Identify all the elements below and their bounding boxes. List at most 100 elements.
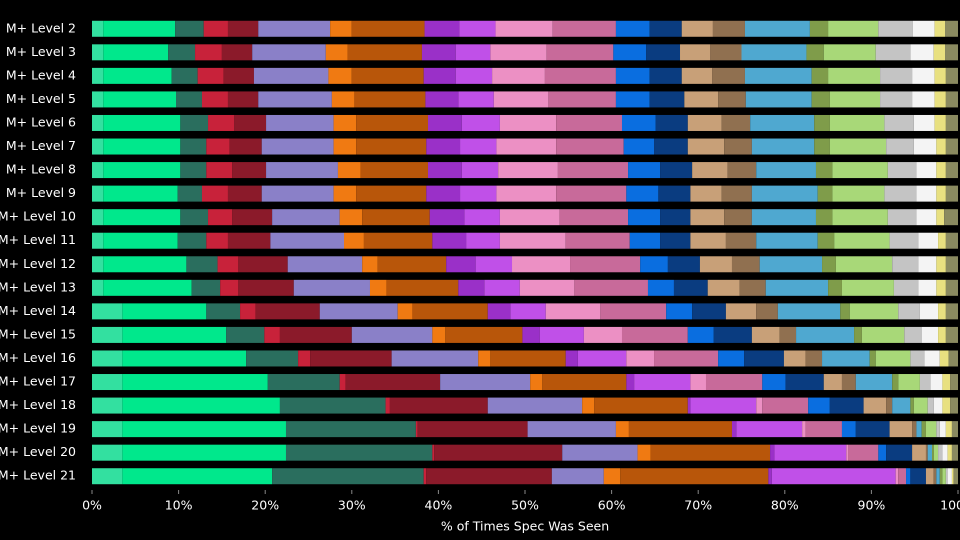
bar-segment [658, 185, 691, 202]
bar-segment [739, 279, 766, 296]
bar-segment [92, 397, 123, 414]
bar-segment [351, 67, 424, 84]
bar-segment [626, 185, 659, 202]
bar-segment [266, 162, 338, 179]
bar-segment [246, 350, 299, 367]
bar-segment [628, 209, 661, 226]
bar-segment [455, 44, 491, 61]
bar-segment [432, 444, 435, 461]
bar-segment [122, 397, 280, 414]
bar-segment [713, 326, 752, 343]
bar-segment [285, 444, 433, 461]
y-tick-label: M+ Level 13 [0, 279, 76, 294]
bar-segment [933, 444, 939, 461]
bar-segment [490, 44, 547, 61]
bar-segment [208, 209, 233, 226]
bar-segment [756, 303, 778, 320]
bar-segment [615, 67, 650, 84]
bar-segment [725, 303, 757, 320]
bar-segment [779, 326, 797, 343]
bar-segment [626, 374, 635, 391]
bar-segment [945, 421, 952, 438]
bar-segment [945, 138, 958, 155]
bar-segment [466, 232, 500, 249]
bar-segment [680, 44, 711, 61]
bar-segment [699, 256, 732, 273]
bar-segment [783, 350, 806, 367]
bar-segment [765, 279, 829, 296]
bar-segment [834, 232, 890, 249]
bar-segment [892, 256, 919, 273]
y-tick-label: M+ Level 8 [6, 162, 76, 177]
bar-segment [487, 303, 511, 320]
bar-segment [939, 421, 946, 438]
bar-segment [912, 20, 935, 37]
bar-segment [848, 444, 879, 461]
bar-segment [122, 350, 247, 367]
bar-segment [846, 444, 849, 461]
bar-segment [927, 397, 934, 414]
bar-segment [945, 114, 958, 131]
bar-segment [455, 67, 493, 84]
bar-segment [951, 444, 958, 461]
x-tick-label: 40% [425, 498, 453, 513]
bar-segment [551, 468, 604, 485]
bar-segment [201, 91, 228, 108]
bar-segment [325, 44, 348, 61]
y-tick-label: M+ Level 2 [6, 20, 76, 35]
bar-segment [817, 232, 835, 249]
bar-segment [945, 20, 958, 37]
bar-segment [805, 350, 823, 367]
bar-segment [176, 91, 202, 108]
bar-segment [522, 326, 540, 343]
bar-segment [878, 444, 887, 461]
bar-segment [92, 232, 104, 249]
bar-segment [122, 303, 207, 320]
bar-segment [339, 374, 346, 391]
bar-segment [171, 67, 198, 84]
bar-segment [530, 374, 543, 391]
bar-segment [687, 114, 722, 131]
bar-segment [266, 114, 334, 131]
bar-segment [939, 350, 949, 367]
bar-segment [92, 162, 104, 179]
x-tick-label: 30% [338, 498, 366, 513]
bar-segment [362, 256, 378, 273]
bar-segment [234, 114, 267, 131]
bar-segment [951, 421, 958, 438]
bar-segment [600, 303, 667, 320]
x-tick-label: 100% [940, 498, 960, 513]
bar-segment [542, 374, 627, 391]
bar-segment [252, 44, 326, 61]
bar-segment [927, 444, 933, 461]
bar-segment [687, 138, 725, 155]
bar-segment [615, 91, 650, 108]
bar-segment [947, 468, 952, 485]
bar-segment [878, 20, 913, 37]
bar-segment [498, 162, 558, 179]
bar-segment [221, 44, 253, 61]
bar-segment [626, 350, 655, 367]
bar-segment [886, 444, 913, 461]
bar-segment [744, 20, 810, 37]
bar-segment [464, 209, 500, 226]
bar-segment [272, 468, 424, 485]
bar-segment [510, 303, 546, 320]
bar-segment [667, 256, 700, 273]
bar-segment [930, 374, 943, 391]
bar-segment [279, 326, 352, 343]
bar-segment [103, 91, 177, 108]
bar-segment [692, 303, 726, 320]
bar-segment [721, 185, 752, 202]
y-tick-label: M+ Level 10 [0, 209, 76, 224]
bar-segment [175, 20, 204, 37]
bar-segment [886, 138, 914, 155]
bar-segment [92, 67, 104, 84]
bar-segment [461, 114, 500, 131]
bar-segment [103, 209, 181, 226]
bar-segment [751, 326, 780, 343]
bar-segment [92, 468, 123, 485]
bar-segment [227, 185, 262, 202]
bar-segment [919, 303, 939, 320]
